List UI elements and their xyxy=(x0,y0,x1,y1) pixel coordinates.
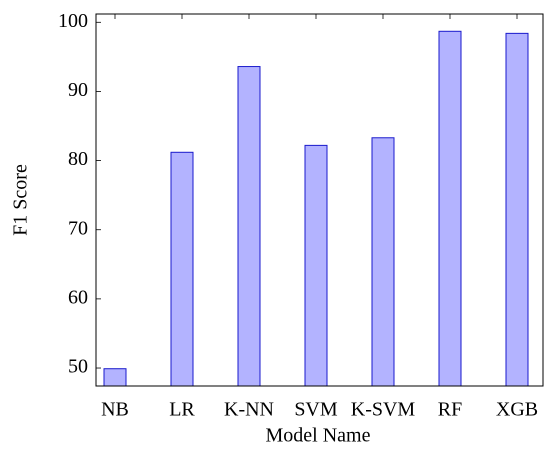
bar xyxy=(505,32,529,387)
y-tick-label: 80 xyxy=(68,148,88,170)
x-tick-label: SVM xyxy=(294,399,338,421)
bar xyxy=(103,368,127,387)
bar xyxy=(438,30,462,387)
x-tick-label: RF xyxy=(438,399,462,421)
bar xyxy=(371,137,395,387)
plot-frame xyxy=(95,13,544,387)
x-tick-label: K-SVM xyxy=(351,399,416,421)
x-tick-label: K-NN xyxy=(224,399,274,421)
x-axis-label: Model Name xyxy=(266,425,371,447)
x-tick-label: LR xyxy=(169,399,195,421)
y-tick-label: 100 xyxy=(58,10,88,32)
y-tick-label: 60 xyxy=(68,286,88,308)
y-tick-label: 70 xyxy=(68,217,88,239)
x-tick-label: NB xyxy=(101,399,129,421)
y-axis-label: F1 Score xyxy=(10,164,32,236)
bar xyxy=(170,151,194,387)
x-tick-label: XGB xyxy=(496,399,538,421)
bar xyxy=(304,144,328,387)
y-tick-label: 50 xyxy=(68,356,88,378)
y-tick-label: 90 xyxy=(68,79,88,101)
bar xyxy=(237,66,261,387)
